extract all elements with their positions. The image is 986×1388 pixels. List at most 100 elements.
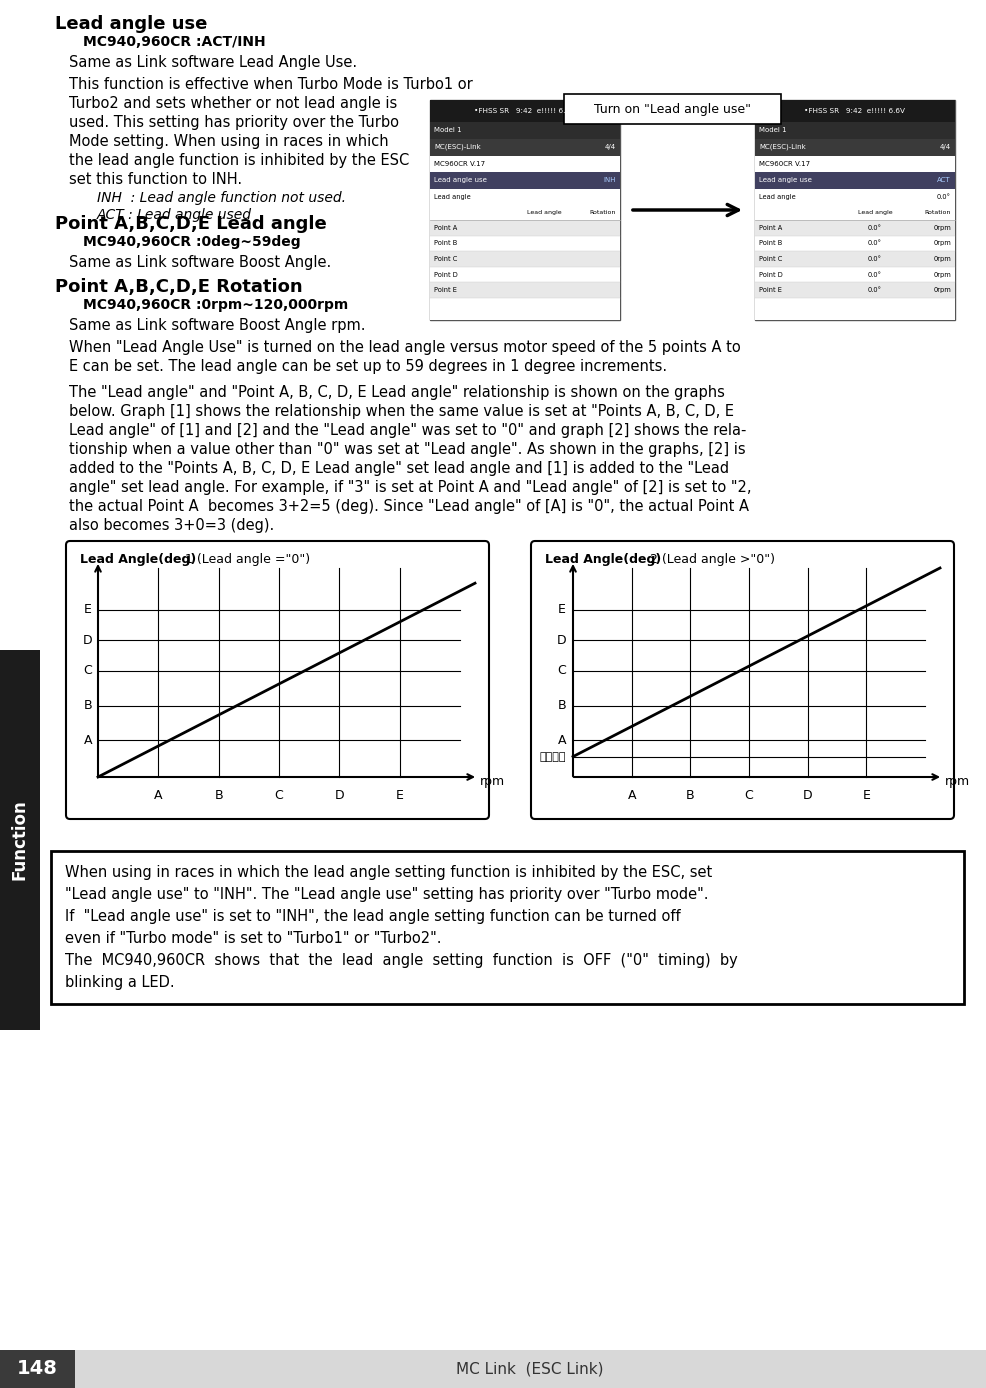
FancyBboxPatch shape: [563, 94, 780, 124]
Text: Mode setting. When using in races in which: Mode setting. When using in races in whi…: [69, 135, 388, 149]
Text: 0.0°: 0.0°: [867, 225, 881, 230]
Text: 0rpm: 0rpm: [933, 287, 951, 293]
Text: Point D: Point D: [758, 272, 782, 278]
Text: 2 (Lead angle >"0"): 2 (Lead angle >"0"): [650, 552, 774, 566]
Text: Point E: Point E: [758, 287, 781, 293]
Text: Lead Angle(deg): Lead Angle(deg): [80, 552, 196, 566]
Text: 1 (Lead angle ="0"): 1 (Lead angle ="0"): [184, 552, 310, 566]
Text: •FHSS SR   9:42  e!!!!! 6.6V: •FHSS SR 9:42 e!!!!! 6.6V: [474, 108, 575, 114]
Text: Function: Function: [11, 799, 29, 880]
Text: Lead Angle(deg): Lead Angle(deg): [544, 552, 661, 566]
Text: C: C: [557, 665, 565, 677]
Text: Point A: Point A: [434, 225, 457, 230]
Bar: [430, 266, 619, 282]
Bar: [754, 236, 954, 251]
Text: INH  : Lead angle function not used.: INH : Lead angle function not used.: [97, 192, 346, 205]
Bar: [754, 100, 954, 122]
Text: Point A: Point A: [758, 225, 782, 230]
Bar: [430, 100, 619, 321]
Bar: [754, 100, 954, 321]
Text: Point D: Point D: [434, 272, 458, 278]
Text: Point E: Point E: [434, 287, 457, 293]
Text: A: A: [557, 734, 565, 747]
Text: added to the "Points A, B, C, D, E Lead angle" set lead angle and [1] is added t: added to the "Points A, B, C, D, E Lead …: [69, 461, 729, 476]
Text: Point A,B,C,D,E Rotation: Point A,B,C,D,E Rotation: [55, 278, 303, 296]
Bar: [754, 155, 954, 321]
Text: B: B: [685, 788, 694, 802]
Text: The  MC940,960CR  shows  that  the  lead  angle  setting  function  is  OFF  ("0: The MC940,960CR shows that the lead angl…: [65, 954, 737, 967]
Text: MC(ESC)-Link: MC(ESC)-Link: [434, 144, 480, 150]
Text: INH: INH: [602, 178, 615, 183]
Text: MC940,960CR :ACT/INH: MC940,960CR :ACT/INH: [83, 35, 265, 49]
Text: 0.0°: 0.0°: [867, 255, 881, 262]
Bar: [754, 282, 954, 298]
Text: 4/4: 4/4: [939, 144, 951, 150]
Text: 0rpm: 0rpm: [933, 225, 951, 230]
Text: B: B: [83, 700, 92, 712]
Text: Rotation: Rotation: [924, 210, 951, 215]
Text: 4/4: 4/4: [604, 144, 615, 150]
Text: MC940,960CR :0rpm~120,000rpm: MC940,960CR :0rpm~120,000rpm: [83, 298, 348, 312]
Text: angle" set lead angle. For example, if "3" is set at Point A and "Lead angle" of: angle" set lead angle. For example, if "…: [69, 480, 750, 496]
Text: Turn on "Lead angle use": Turn on "Lead angle use": [594, 103, 750, 115]
Text: A: A: [627, 788, 635, 802]
Bar: [430, 282, 619, 298]
Text: Point A,B,C,D,E Lead angle: Point A,B,C,D,E Lead angle: [55, 215, 326, 233]
Bar: [754, 266, 954, 282]
Text: E: E: [84, 604, 92, 616]
Text: "Lead angle use" to "INH". The "Lead angle use" setting has priority over "Turbo: "Lead angle use" to "INH". The "Lead ang…: [65, 887, 708, 902]
Text: tionship when a value other than "0" was set at "Lead angle". As shown in the gr: tionship when a value other than "0" was…: [69, 441, 744, 457]
Text: used. This setting has priority over the Turbo: used. This setting has priority over the…: [69, 115, 398, 130]
Text: C: C: [274, 788, 283, 802]
Text: Lead angle: Lead angle: [434, 194, 470, 200]
Text: D: D: [334, 788, 344, 802]
FancyBboxPatch shape: [51, 851, 963, 1004]
Bar: [0, 1351, 75, 1388]
Bar: [75, 1351, 986, 1388]
Text: MC940,960CR :0deg~59deg: MC940,960CR :0deg~59deg: [83, 235, 301, 248]
Text: 0.0°: 0.0°: [867, 272, 881, 278]
Text: Model 1: Model 1: [758, 128, 786, 133]
Text: Lead angle: Lead angle: [758, 194, 795, 200]
Text: Lead angle: Lead angle: [527, 210, 561, 215]
Text: If  "Lead angle use" is set to "INH", the lead angle setting function can be tur: If "Lead angle use" is set to "INH", the…: [65, 909, 680, 924]
FancyBboxPatch shape: [530, 541, 953, 819]
Text: Lead angle" of [1] and [2] and the "Lead angle" was set to "0" and graph [2] sho: Lead angle" of [1] and [2] and the "Lead…: [69, 423, 745, 439]
Text: MC(ESC)-Link: MC(ESC)-Link: [758, 144, 805, 150]
Text: When using in races in which the lead angle setting function is inhibited by the: When using in races in which the lead an…: [65, 865, 712, 880]
Text: Point B: Point B: [758, 240, 782, 247]
Bar: [754, 139, 954, 155]
Text: blinking a LED.: blinking a LED.: [65, 974, 175, 990]
Text: This function is effective when Turbo Mode is Turbo1 or: This function is effective when Turbo Mo…: [69, 76, 472, 92]
Text: C: C: [83, 665, 92, 677]
Text: Lead angle use: Lead angle use: [758, 178, 811, 183]
Text: D: D: [802, 788, 811, 802]
Text: A: A: [84, 734, 92, 747]
Text: 0.0°: 0.0°: [867, 287, 881, 293]
Text: Rotation: Rotation: [589, 210, 615, 215]
Text: Same as Link software Lead Angle Use.: Same as Link software Lead Angle Use.: [69, 56, 357, 69]
Text: Same as Link software Boost Angle.: Same as Link software Boost Angle.: [69, 255, 331, 271]
Bar: [430, 236, 619, 251]
Text: 0rpm: 0rpm: [933, 240, 951, 247]
Text: Lead angle use: Lead angle use: [434, 178, 486, 183]
Text: E: E: [862, 788, 870, 802]
Text: rpm: rpm: [944, 775, 969, 788]
Bar: [430, 172, 619, 189]
Text: Same as Link software Boost Angle rpm.: Same as Link software Boost Angle rpm.: [69, 318, 365, 333]
Text: 0rpm: 0rpm: [933, 272, 951, 278]
Bar: [0, 650, 40, 1030]
Text: Point C: Point C: [434, 255, 457, 262]
Text: E can be set. The lead angle can be set up to 59 degrees in 1 degree increments.: E can be set. The lead angle can be set …: [69, 359, 667, 373]
Text: The "Lead angle" and "Point A, B, C, D, E Lead angle" relationship is shown on t: The "Lead angle" and "Point A, B, C, D, …: [69, 384, 724, 400]
Bar: [430, 139, 619, 155]
Bar: [430, 100, 619, 122]
Text: B: B: [557, 700, 565, 712]
Text: When "Lead Angle Use" is turned on the lead angle versus motor speed of the 5 po: When "Lead Angle Use" is turned on the l…: [69, 340, 740, 355]
Text: E: E: [395, 788, 403, 802]
Text: Point B: Point B: [434, 240, 457, 247]
Text: rpm: rpm: [479, 775, 505, 788]
Text: 基準進角: 基準進角: [539, 751, 565, 762]
Text: below. Graph [1] shows the relationship when the same value is set at "Points A,: below. Graph [1] shows the relationship …: [69, 404, 734, 419]
Bar: [754, 122, 954, 139]
